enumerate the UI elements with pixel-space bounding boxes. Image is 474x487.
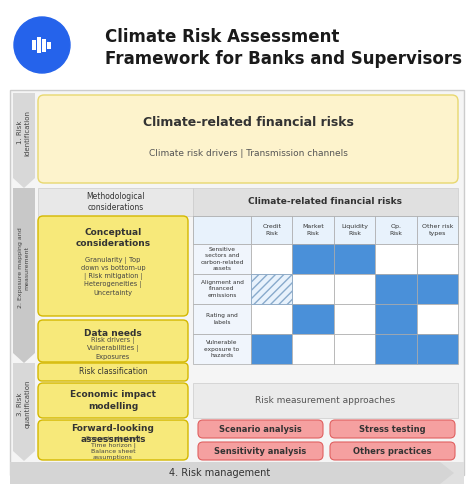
FancyBboxPatch shape <box>38 420 188 460</box>
Text: Scenario design |
Time horizon |
Balance sheet
assumptions: Scenario design | Time horizon | Balance… <box>86 436 140 460</box>
Text: Op.
Risk: Op. Risk <box>390 225 402 236</box>
Polygon shape <box>10 462 454 484</box>
Bar <box>42 38 46 52</box>
Text: Market
Risk: Market Risk <box>302 225 324 236</box>
Text: Other risk
types: Other risk types <box>421 225 453 236</box>
Bar <box>193 383 458 418</box>
Bar <box>334 216 375 244</box>
Text: Climate Risk Assessment: Climate Risk Assessment <box>105 28 339 46</box>
Bar <box>375 334 417 364</box>
Bar <box>37 37 41 53</box>
Bar <box>417 274 458 304</box>
Text: Risk measurement approaches: Risk measurement approaches <box>255 396 396 405</box>
Bar <box>251 274 292 304</box>
Text: Framework for Banks and Supervisors: Framework for Banks and Supervisors <box>105 50 462 68</box>
Text: Conceptual
considerations: Conceptual considerations <box>75 228 151 248</box>
Bar <box>292 244 334 274</box>
FancyBboxPatch shape <box>38 363 188 381</box>
FancyBboxPatch shape <box>38 383 188 418</box>
Text: Scenario analysis: Scenario analysis <box>219 425 302 433</box>
Bar <box>334 334 375 364</box>
Bar <box>375 216 417 244</box>
Bar <box>375 304 417 334</box>
Text: Others practices: Others practices <box>353 447 432 455</box>
Bar <box>334 304 375 334</box>
Text: Forward-looking
assessments: Forward-looking assessments <box>72 424 155 444</box>
Bar <box>251 304 292 334</box>
Bar <box>193 216 251 244</box>
Text: Credit
Risk: Credit Risk <box>262 225 281 236</box>
Text: Climate-related financial risks: Climate-related financial risks <box>248 198 402 206</box>
Text: Data needs: Data needs <box>84 329 142 337</box>
Bar <box>193 244 251 274</box>
Bar <box>32 40 36 50</box>
Bar <box>334 274 375 304</box>
Text: 2. Exposure mapping and
measurement: 2. Exposure mapping and measurement <box>18 227 29 308</box>
Bar <box>193 216 458 244</box>
Text: Economic impact
modelling: Economic impact modelling <box>70 391 156 411</box>
Text: Sensitivity analysis: Sensitivity analysis <box>214 447 307 455</box>
Bar <box>417 244 458 274</box>
FancyBboxPatch shape <box>38 216 188 316</box>
Bar <box>251 244 292 274</box>
Bar <box>375 244 417 274</box>
Text: 1. Risk
identification: 1. Risk identification <box>17 110 31 155</box>
Bar <box>10 90 464 475</box>
Text: Methodological
considerations: Methodological considerations <box>86 192 145 212</box>
FancyBboxPatch shape <box>330 420 455 438</box>
Bar <box>334 244 375 274</box>
Text: 4. Risk management: 4. Risk management <box>169 468 271 478</box>
Text: Granularity | Top
down vs bottom-up
| Risk mitigation |
Heterogeneities |
Uncert: Granularity | Top down vs bottom-up | Ri… <box>81 257 146 296</box>
Text: Risk drivers |
Vulnerabilities |
Exposures: Risk drivers | Vulnerabilities | Exposur… <box>87 337 139 359</box>
Bar <box>47 41 51 49</box>
Text: Rating and
labels: Rating and labels <box>206 314 238 325</box>
Bar <box>193 304 251 334</box>
Bar <box>38 188 193 216</box>
Bar <box>417 334 458 364</box>
Bar <box>292 304 334 334</box>
Text: Liquidity
Risk: Liquidity Risk <box>341 225 368 236</box>
Bar <box>193 274 251 304</box>
Text: Vulnerable
exposure to
hazards: Vulnerable exposure to hazards <box>204 340 239 357</box>
Text: Alignment and
financed
emissions: Alignment and financed emissions <box>201 281 244 298</box>
Text: Climate-related financial risks: Climate-related financial risks <box>143 116 354 130</box>
Polygon shape <box>13 363 35 461</box>
Text: Sensitive
sectors and
carbon-related
assets: Sensitive sectors and carbon-related ass… <box>201 247 244 271</box>
FancyBboxPatch shape <box>198 420 323 438</box>
Bar <box>193 334 251 364</box>
Bar <box>417 304 458 334</box>
Text: Risk classification: Risk classification <box>79 368 147 376</box>
Bar <box>251 334 292 364</box>
Text: Climate risk drivers | Transmission channels: Climate risk drivers | Transmission chan… <box>148 149 347 157</box>
Text: 3. Risk
quantification: 3. Risk quantification <box>17 380 31 428</box>
Bar <box>251 274 292 304</box>
Bar <box>193 188 458 216</box>
FancyBboxPatch shape <box>330 442 455 460</box>
Bar <box>375 274 417 304</box>
Bar <box>292 334 334 364</box>
Polygon shape <box>13 188 35 363</box>
Bar <box>10 462 464 484</box>
FancyBboxPatch shape <box>38 95 458 183</box>
FancyBboxPatch shape <box>198 442 323 460</box>
FancyBboxPatch shape <box>38 320 188 362</box>
Circle shape <box>14 17 70 73</box>
Bar <box>251 216 292 244</box>
Bar <box>292 274 334 304</box>
Bar <box>417 216 458 244</box>
Polygon shape <box>13 93 35 188</box>
Bar <box>292 216 334 244</box>
Text: Stress testing: Stress testing <box>359 425 426 433</box>
